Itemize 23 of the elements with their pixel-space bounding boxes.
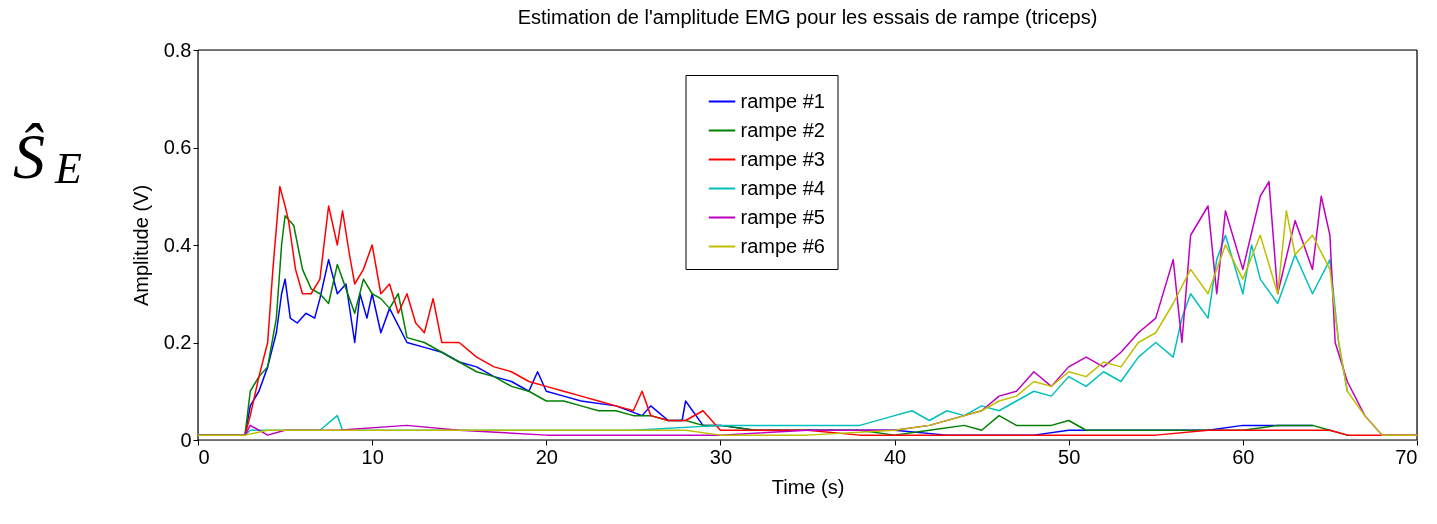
legend-label: rampe #1 — [740, 89, 825, 112]
legend-label: rampe #4 — [740, 176, 825, 199]
chart-title: Estimation de l'amplitude EMG pour les essais de rampe (triceps) — [517, 6, 1098, 28]
x-axis-title: Time (s) — [771, 475, 845, 498]
legend-label: rampe #6 — [740, 234, 825, 257]
x-tick-label: 0 — [198, 445, 210, 468]
x-tick-label: 30 — [709, 445, 733, 468]
legend-label: rampe #5 — [740, 205, 825, 228]
y-tick-label: 0.4 — [163, 233, 192, 256]
x-tick-label: 60 — [1232, 445, 1255, 468]
text: ŜE — [13, 121, 82, 193]
legend-label: rampe #2 — [740, 118, 825, 141]
x-tick-label: 50 — [1058, 445, 1081, 468]
x-tick-label: 10 — [361, 445, 384, 468]
x-tick-label: 70 — [1395, 445, 1418, 468]
y-tick-label: 0.2 — [163, 331, 192, 353]
y-tick-label: 0.6 — [163, 136, 192, 158]
x-tick-label: 40 — [883, 445, 907, 468]
y-tick-label: 0 — [180, 428, 192, 451]
y-axis-title: Amplitude (V) — [129, 184, 152, 307]
legend-label: rampe #3 — [740, 147, 825, 170]
y-tick-label: 0.8 — [163, 38, 192, 61]
x-tick-label: 20 — [535, 445, 558, 468]
